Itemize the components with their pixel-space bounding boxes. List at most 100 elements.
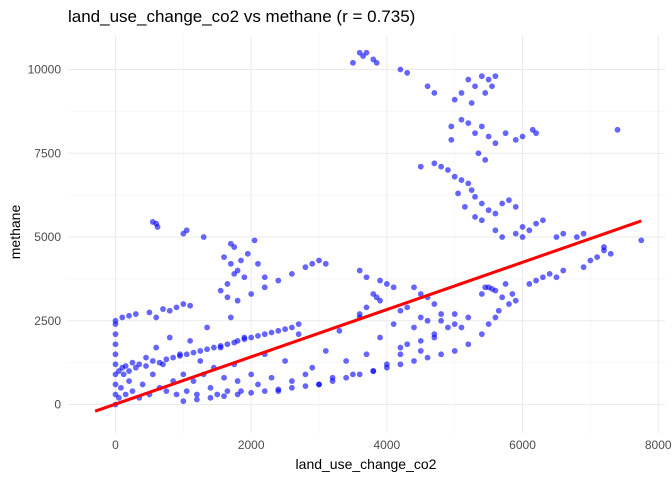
data-point bbox=[183, 388, 190, 395]
data-point bbox=[221, 254, 227, 261]
data-point bbox=[336, 327, 343, 334]
data-point bbox=[383, 364, 390, 371]
data-point bbox=[478, 123, 485, 130]
data-point bbox=[489, 286, 495, 292]
data-point bbox=[478, 73, 485, 80]
data-point bbox=[316, 381, 322, 388]
data-point bbox=[118, 384, 124, 391]
data-point bbox=[193, 396, 200, 403]
data-point bbox=[465, 314, 472, 321]
data-point bbox=[465, 76, 472, 83]
data-point bbox=[255, 381, 261, 388]
data-point bbox=[217, 287, 224, 294]
data-point bbox=[224, 341, 231, 348]
data-point bbox=[183, 351, 190, 358]
data-point bbox=[431, 331, 438, 338]
data-point bbox=[288, 324, 295, 331]
data-point bbox=[499, 234, 506, 240]
data-point bbox=[282, 358, 288, 364]
data-point bbox=[149, 358, 156, 364]
data-point bbox=[485, 133, 492, 140]
data-point bbox=[136, 361, 143, 368]
data-point bbox=[607, 250, 614, 257]
data-point bbox=[601, 244, 607, 250]
data-point bbox=[350, 371, 356, 378]
data-point bbox=[417, 163, 424, 170]
data-point bbox=[126, 312, 132, 319]
data-point bbox=[455, 190, 461, 197]
data-point bbox=[343, 358, 350, 364]
data-point bbox=[190, 349, 197, 356]
data-point bbox=[519, 224, 526, 230]
data-point bbox=[492, 140, 499, 147]
x-tick-labels: 0 2000 4000 6000 8000 bbox=[112, 438, 672, 452]
y-tick-label: 5000 bbox=[34, 230, 61, 244]
trend-line-group bbox=[94, 219, 642, 413]
data-point bbox=[411, 324, 417, 331]
y-tick-label: 10000 bbox=[28, 63, 62, 77]
data-point bbox=[397, 361, 404, 368]
data-point bbox=[638, 237, 645, 244]
data-point bbox=[197, 348, 204, 354]
data-point bbox=[187, 302, 194, 309]
data-point bbox=[221, 393, 227, 400]
data-point bbox=[248, 389, 255, 396]
data-point bbox=[431, 301, 438, 307]
data-point bbox=[580, 264, 587, 271]
data-point bbox=[204, 346, 210, 353]
x-tick-label: 8000 bbox=[645, 438, 672, 452]
data-point bbox=[539, 217, 546, 224]
data-point bbox=[580, 230, 587, 237]
data-point bbox=[512, 297, 519, 304]
data-point bbox=[417, 291, 424, 297]
data-point bbox=[373, 294, 380, 301]
y-tick-label: 2500 bbox=[34, 314, 61, 328]
trend-line bbox=[94, 219, 642, 413]
data-point bbox=[485, 321, 492, 328]
data-point bbox=[411, 358, 417, 364]
data-point bbox=[177, 353, 183, 359]
data-point bbox=[465, 341, 472, 348]
data-point bbox=[478, 291, 485, 297]
data-point bbox=[119, 314, 126, 321]
data-point bbox=[499, 200, 506, 207]
data-point bbox=[363, 49, 370, 56]
data-point bbox=[451, 173, 458, 180]
data-point bbox=[146, 309, 153, 316]
data-point bbox=[197, 358, 204, 364]
data-point bbox=[244, 250, 251, 257]
data-point bbox=[475, 150, 482, 157]
data-points bbox=[112, 49, 645, 408]
data-point bbox=[170, 354, 177, 361]
data-point bbox=[288, 384, 295, 391]
data-point bbox=[499, 294, 506, 301]
data-point bbox=[478, 200, 485, 207]
data-point bbox=[587, 257, 594, 264]
data-point bbox=[255, 260, 261, 267]
data-point bbox=[424, 83, 431, 90]
data-point bbox=[485, 76, 492, 83]
data-point bbox=[166, 334, 173, 341]
data-point bbox=[268, 374, 275, 381]
data-point bbox=[112, 351, 119, 358]
x-tick-label: 6000 bbox=[509, 438, 536, 452]
data-point bbox=[180, 301, 187, 307]
data-point bbox=[248, 371, 255, 378]
data-point bbox=[448, 136, 455, 143]
data-point bbox=[261, 388, 268, 395]
data-point bbox=[322, 348, 329, 354]
data-point bbox=[231, 244, 238, 250]
data-point bbox=[112, 317, 119, 324]
data-point bbox=[363, 274, 370, 281]
grid bbox=[68, 36, 665, 433]
data-point bbox=[173, 391, 180, 398]
data-point bbox=[465, 120, 472, 127]
data-point bbox=[217, 342, 224, 349]
data-point bbox=[512, 230, 519, 237]
data-point bbox=[207, 394, 214, 401]
data-point bbox=[512, 136, 519, 143]
data-point bbox=[275, 277, 282, 284]
data-point bbox=[112, 341, 119, 348]
data-point bbox=[383, 281, 390, 287]
data-point bbox=[438, 163, 445, 170]
